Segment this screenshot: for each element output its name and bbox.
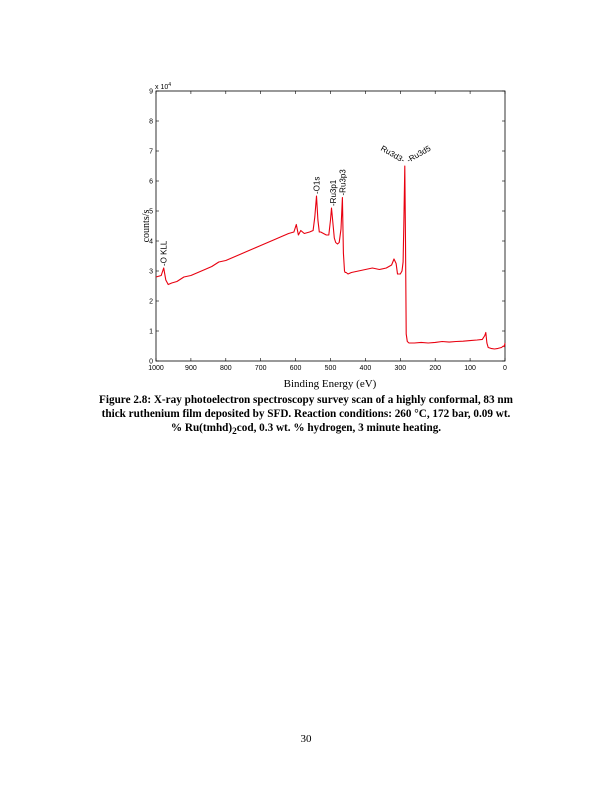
y-tick-label: 3: [149, 269, 153, 276]
x-tick-label: 100: [464, 365, 476, 372]
y-tick-label: 0: [149, 359, 153, 366]
x-tick-label: 1000: [148, 365, 164, 372]
y-tick-label: 1: [149, 329, 153, 336]
y-multiplier: x 104: [155, 82, 171, 91]
x-tick-label: 700: [255, 365, 267, 372]
x-tick-label: 500: [325, 365, 337, 372]
peak-label: -Ru3d5: [405, 144, 433, 165]
y-tick-label: 6: [149, 179, 153, 186]
plot-frame: [155, 90, 506, 362]
peak-label: -O KLL: [160, 240, 169, 266]
y-axis: 0 1 2 3 4 5 6 7 8 9: [149, 89, 505, 366]
x-tick-label: 0: [503, 365, 507, 372]
y-multiplier-label: x 10: [155, 84, 168, 91]
spectrum-line: [155, 165, 506, 350]
peak-annotations: -O KLL -O1s -Ru3p1 -Ru3p3 Ru3d3--Ru3d5: [160, 144, 433, 266]
y-multiplier-exponent: 4: [168, 82, 171, 88]
caption-text-end: cod, 0.3 wt. % hydrogen, 3 minute heatin…: [236, 422, 442, 434]
y-tick-label: 2: [149, 299, 153, 306]
x-tick-label: 200: [429, 365, 441, 372]
page-number: 30: [300, 733, 312, 745]
x-axis: 1000 900 800 700 600 500 400 300 200 100 0: [148, 91, 507, 372]
peak-label: Ru3d3-: [379, 144, 407, 165]
y-tick-label: 7: [149, 149, 153, 156]
x-axis-label: Binding Energy (eV): [284, 378, 377, 390]
caption-subscript: 2: [232, 427, 237, 438]
y-axis-label: counts/s: [141, 210, 152, 243]
caption-text-main: Figure 2.8: X-ray photoelectron spectros…: [99, 394, 513, 434]
figure-caption: Figure 2.8: X-ray photoelectron spectros…: [98, 393, 514, 439]
peak-label: -O1s: [313, 177, 322, 194]
x-tick-label: 900: [185, 365, 197, 372]
y-tick-label: 5: [149, 209, 153, 216]
y-tick-label: 9: [149, 89, 153, 96]
peak-label: -Ru3p3: [338, 169, 347, 196]
xps-chart: 1000 900 800 700 600 500 400 300 200 100 0 0123456…: [141, 82, 507, 390]
x-tick-label: 800: [220, 365, 232, 372]
x-tick-label: 600: [290, 365, 302, 372]
peak-label: -Ru3p1: [329, 179, 338, 206]
x-tick-label: 300: [394, 365, 406, 372]
y-tick-label: 4: [149, 239, 153, 246]
y-tick-label: 8: [149, 119, 153, 126]
x-tick-label: 400: [360, 365, 372, 372]
